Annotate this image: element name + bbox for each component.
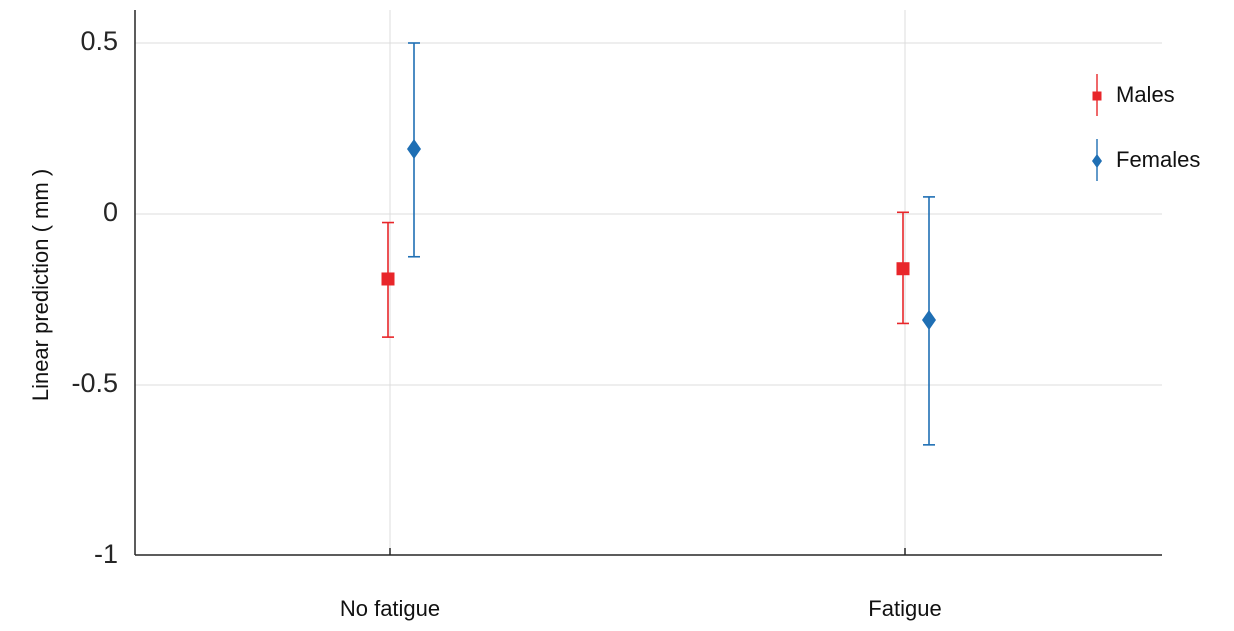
legend-label: Females xyxy=(1116,147,1200,172)
data-point-square xyxy=(381,272,395,286)
grid-lines xyxy=(135,10,1162,555)
x-category-labels: No fatigue Fatigue xyxy=(340,596,942,621)
data-point-diamond xyxy=(407,139,421,160)
axes xyxy=(134,10,1162,556)
y-tick-label: -1 xyxy=(94,539,118,569)
x-category-label: Fatigue xyxy=(868,596,941,621)
y-tick-label: 0.5 xyxy=(80,26,118,56)
y-tick-labels: 0.5 0 -0.5 -1 xyxy=(71,26,118,569)
x-category-label: No fatigue xyxy=(340,596,440,621)
y-axis-label: Linear prediction ( mm ) xyxy=(28,169,53,401)
data-point-square xyxy=(896,262,910,276)
legend: Males Females xyxy=(1092,74,1200,181)
data-marks xyxy=(381,42,936,446)
legend-label: Males xyxy=(1116,82,1175,107)
data-point-diamond xyxy=(922,310,936,331)
legend-marker-square xyxy=(1092,91,1102,101)
legend-marker-diamond xyxy=(1092,154,1102,168)
y-tick-label: -0.5 xyxy=(71,368,118,398)
y-tick-label: 0 xyxy=(103,197,118,227)
